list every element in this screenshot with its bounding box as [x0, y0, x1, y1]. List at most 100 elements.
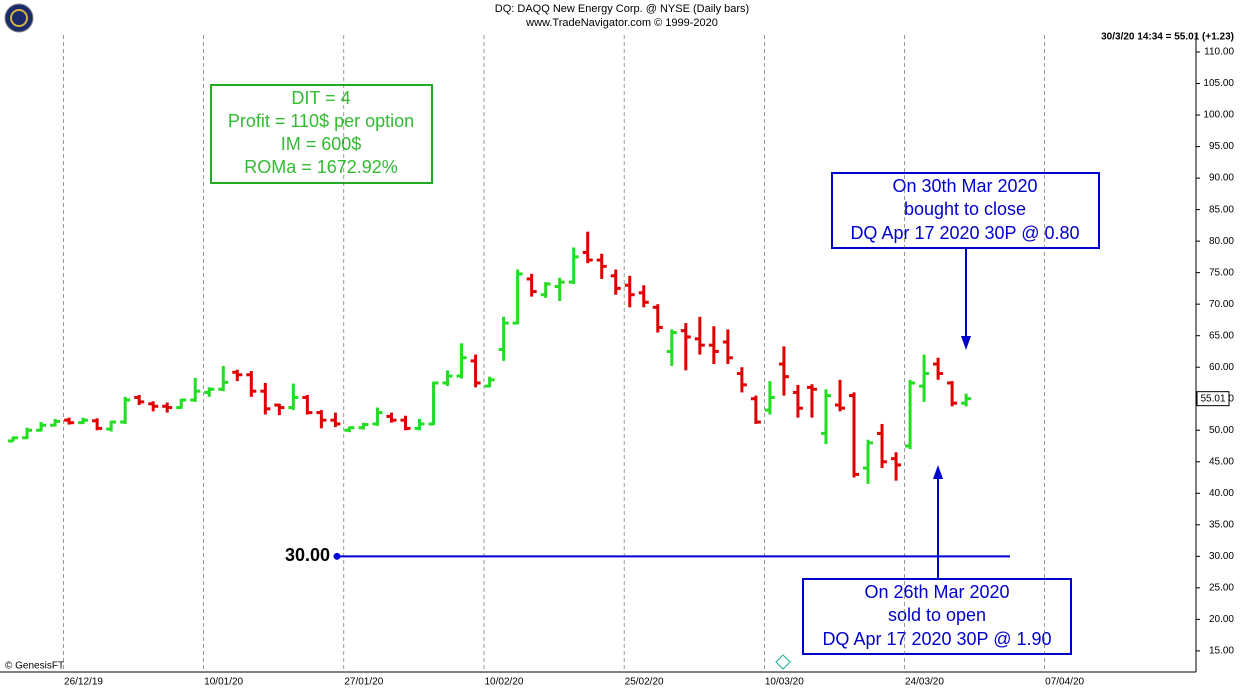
- ohlc-bar: [778, 346, 789, 396]
- stats-line: DIT = 4: [291, 88, 350, 108]
- ohlc-bar: [372, 407, 383, 426]
- chart-subtitle: www.TradeNavigator.com © 1999-2020: [525, 17, 718, 29]
- close-note-box: [831, 172, 1100, 249]
- ohlc-bar: [8, 436, 19, 443]
- ohlc-bar: [947, 381, 958, 407]
- ohlc-bar: [610, 269, 621, 295]
- ohlc-bar: [246, 370, 257, 397]
- y-tick-label: 65.00: [1209, 330, 1234, 341]
- ohlc-bar: [176, 398, 187, 410]
- ohlc-bar: [919, 354, 930, 402]
- ohlc-bar: [750, 395, 761, 424]
- y-tick-label: 95.00: [1209, 141, 1234, 152]
- ohlc-bar: [849, 392, 860, 478]
- ohlc-bar: [204, 387, 215, 397]
- ohlc-bar: [386, 412, 397, 423]
- y-tick-label: 100.00: [1203, 110, 1234, 121]
- y-tick-label: 45.00: [1209, 456, 1234, 467]
- credit: © GenesisFT: [5, 661, 64, 672]
- y-tick-label: 85.00: [1209, 204, 1234, 215]
- ohlc-bar: [470, 354, 481, 388]
- ohlc-bar: [680, 323, 691, 371]
- open-note-line: sold to open: [888, 605, 986, 625]
- open-arrow: [933, 465, 943, 578]
- last-quote: 30/3/20 14:34 = 55.01 (+1.23): [1101, 32, 1234, 43]
- x-tick-label: 10/03/20: [765, 677, 804, 688]
- ohlc-bar: [863, 439, 874, 484]
- ohlc-bar: [526, 273, 537, 297]
- close-note-line: DQ Apr 17 2020 30P @ 0.80: [850, 223, 1079, 243]
- ohlc-bar: [218, 365, 229, 392]
- ohlc-bar: [330, 412, 341, 428]
- ohlc-bar: [484, 376, 495, 388]
- ohlc-bar: [288, 383, 299, 411]
- ohlc-bar: [722, 329, 733, 365]
- ohlc-bar: [428, 381, 439, 426]
- last-price-box: [1196, 391, 1230, 407]
- logo: [4, 3, 34, 33]
- ohlc-bar: [78, 417, 89, 425]
- ohlc-bar: [764, 381, 775, 415]
- ohlc-bar: [512, 269, 523, 325]
- x-tick-label: 25/02/20: [625, 677, 664, 688]
- last-price-label: 55.01: [1200, 393, 1225, 404]
- x-tick-label: 10/02/20: [485, 677, 524, 688]
- y-tick-label: 40.00: [1209, 488, 1234, 499]
- y-tick-label: 30.00: [1209, 551, 1234, 562]
- ohlc-bar: [442, 370, 453, 387]
- ohlc-bar: [106, 420, 117, 432]
- ohlc-bar: [358, 422, 369, 430]
- y-tick-label: 90.00: [1209, 173, 1234, 184]
- ohlc-bar: [933, 357, 944, 380]
- x-tick-label: 27/01/20: [344, 677, 383, 688]
- ohlc-bar: [540, 282, 551, 298]
- ohlc-bar: [64, 417, 75, 425]
- ohlc-bar: [554, 277, 565, 302]
- ohlc-bar: [877, 423, 888, 469]
- chart-title: DQ: DAQQ New Energy Corp. @ NYSE (Daily …: [495, 3, 749, 15]
- ohlc-bar: [736, 367, 747, 393]
- ohlc-bar: [260, 382, 271, 415]
- y-tick-label: 20.00: [1209, 614, 1234, 625]
- ohlc-bar: [891, 452, 902, 481]
- ohlc-bar: [344, 426, 355, 433]
- ohlc-bar: [568, 247, 579, 285]
- ohlc-bar: [792, 384, 803, 418]
- level-label: 30.00: [285, 545, 330, 565]
- ohlc-bar: [190, 377, 201, 402]
- y-tick-label: 25.00: [1209, 582, 1234, 593]
- ohlc-bar: [652, 304, 663, 333]
- stats-box: [210, 84, 433, 184]
- x-tick-label: 07/04/20: [1045, 677, 1084, 688]
- ohlc-bar: [582, 231, 593, 264]
- y-tick-label: 75.00: [1209, 267, 1234, 278]
- ohlc-bar: [961, 393, 972, 407]
- y-tick-label: 70.00: [1209, 299, 1234, 310]
- level-dot: [333, 552, 341, 560]
- ohlc-bar: [498, 316, 509, 361]
- ohlc-bar: [820, 389, 831, 445]
- ohlc-bar: [148, 401, 159, 412]
- ohlc-bar: [302, 394, 313, 415]
- y-tick-label: 60.00: [1209, 362, 1234, 373]
- ohlc-bar: [806, 384, 817, 418]
- ohlc-bar: [694, 316, 705, 355]
- ohlc-bar: [708, 326, 719, 365]
- ohlc-bar: [120, 396, 131, 424]
- open-note-line: DQ Apr 17 2020 30P @ 1.90: [822, 629, 1051, 649]
- ohlc-bar: [232, 369, 243, 382]
- stats-line: IM = 600$: [281, 134, 362, 154]
- ohlc-bar: [162, 402, 173, 413]
- close-note-line: bought to close: [904, 199, 1026, 219]
- diamond-icon: [775, 654, 791, 670]
- x-tick-label: 24/03/20: [905, 677, 944, 688]
- y-tick-label: 50.00: [1209, 425, 1234, 436]
- open-note-box: [802, 578, 1072, 655]
- y-tick-label: 15.00: [1209, 646, 1234, 657]
- ohlc-bar: [92, 418, 103, 431]
- ohlc-bar: [666, 329, 677, 366]
- ohlc-bar: [905, 379, 916, 450]
- x-tick-label: 10/01/20: [204, 677, 243, 688]
- stats-line: ROMa = 1672.92%: [244, 157, 398, 177]
